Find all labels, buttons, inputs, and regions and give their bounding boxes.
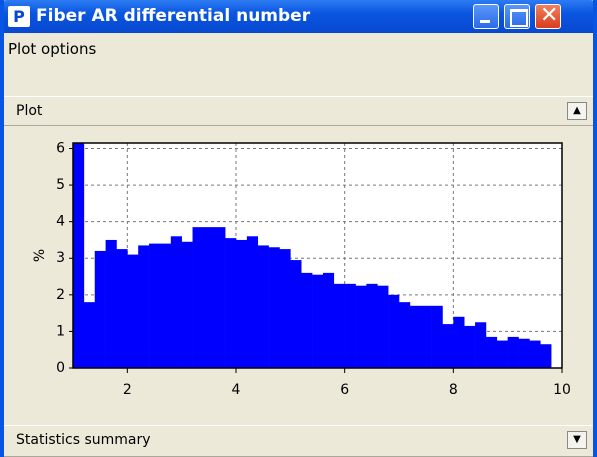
x-tick-label: 8 xyxy=(449,382,458,398)
bar xyxy=(73,143,85,368)
bar xyxy=(290,260,302,368)
bar xyxy=(159,243,172,368)
bar xyxy=(138,245,150,368)
bar xyxy=(344,283,356,368)
y-tick-label: 5 xyxy=(56,177,65,193)
y-tick-label: 3 xyxy=(56,250,65,266)
app-icon: P xyxy=(8,6,30,27)
menu-item[interactable]: Plot options xyxy=(8,40,97,58)
bar xyxy=(116,249,128,368)
chart: 0 1 2 3 4 5 6 2 4 6 8 10% xyxy=(32,140,571,398)
bar xyxy=(333,283,345,368)
close-button[interactable]: ✕ xyxy=(535,3,561,29)
bar xyxy=(377,285,389,368)
bar xyxy=(105,239,117,368)
bar xyxy=(507,336,519,368)
x-tick-label: 4 xyxy=(232,382,241,398)
bar xyxy=(518,338,530,368)
x-tick-label: 6 xyxy=(340,382,349,398)
maximize-button[interactable] xyxy=(504,4,530,29)
bar xyxy=(355,285,367,368)
window-title: Fiber AR differential number xyxy=(36,6,311,26)
x-tick-label: 10 xyxy=(553,382,571,398)
bar xyxy=(464,325,476,368)
y-tick-label: 1 xyxy=(56,323,65,339)
bar xyxy=(181,241,193,368)
bar xyxy=(214,227,226,368)
bar xyxy=(279,249,291,368)
expand-button[interactable]: ▼ xyxy=(567,431,587,449)
bar xyxy=(529,340,541,368)
bar xyxy=(94,250,106,368)
panel-header[interactable]: Plot ▲ xyxy=(4,96,593,126)
bar xyxy=(496,340,508,368)
title-bar: P Fiber AR differential number ✕ xyxy=(4,0,593,33)
minimize-button[interactable] xyxy=(473,4,499,29)
bar xyxy=(431,305,443,368)
bar xyxy=(170,236,182,368)
bar xyxy=(225,238,237,368)
y-tick-label: 0 xyxy=(56,360,65,376)
bar xyxy=(268,247,280,368)
bar xyxy=(540,344,552,368)
panel-title: Plot xyxy=(16,103,43,119)
y-tick-label: 2 xyxy=(56,287,65,303)
bar xyxy=(399,302,411,368)
bar xyxy=(409,305,422,368)
bar xyxy=(149,243,161,368)
bar xyxy=(366,283,378,368)
bar xyxy=(312,274,324,368)
bar xyxy=(301,272,313,368)
y-tick-label: 4 xyxy=(56,214,65,230)
bar xyxy=(203,227,215,368)
y-axis-label: % xyxy=(32,249,48,262)
bar xyxy=(442,324,454,368)
bar xyxy=(485,336,498,368)
x-tick-label: 2 xyxy=(123,382,132,398)
bar xyxy=(257,245,269,368)
bar xyxy=(420,305,432,368)
bar xyxy=(388,294,400,368)
bar xyxy=(236,239,248,368)
bar xyxy=(246,236,259,368)
panel-header[interactable]: Statistics summary ▼ xyxy=(4,425,593,457)
bar xyxy=(127,254,139,368)
y-tick-label: 6 xyxy=(56,140,65,156)
panel-title: Statistics summary xyxy=(16,432,151,448)
bar xyxy=(192,227,204,368)
collapse-button[interactable]: ▲ xyxy=(567,102,587,120)
bar xyxy=(453,316,465,368)
bar xyxy=(83,302,96,368)
bar xyxy=(322,272,335,368)
plot-frame xyxy=(72,142,563,369)
bar xyxy=(475,322,487,368)
